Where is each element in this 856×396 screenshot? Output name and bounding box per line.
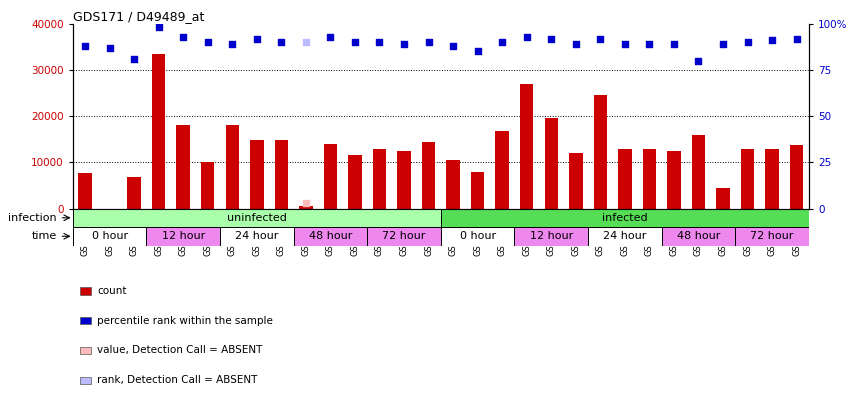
Point xyxy=(496,39,509,46)
Point xyxy=(740,39,754,46)
Point xyxy=(275,39,288,46)
Point xyxy=(397,41,411,47)
Text: 48 hour: 48 hour xyxy=(309,231,352,241)
Bar xyxy=(299,206,312,209)
Bar xyxy=(225,126,239,209)
Text: infection: infection xyxy=(8,213,56,223)
Text: time: time xyxy=(32,231,56,241)
Point xyxy=(790,35,804,42)
Bar xyxy=(78,173,92,209)
Bar xyxy=(514,227,588,246)
Bar xyxy=(422,142,436,209)
Bar xyxy=(128,177,141,209)
Text: 12 hour: 12 hour xyxy=(530,231,573,241)
Text: rank, Detection Call = ABSENT: rank, Detection Call = ABSENT xyxy=(97,375,258,385)
Point xyxy=(446,43,460,49)
Bar xyxy=(569,153,583,209)
Bar xyxy=(471,171,484,209)
Text: 24 hour: 24 hour xyxy=(603,231,646,241)
Text: 24 hour: 24 hour xyxy=(235,231,278,241)
Bar xyxy=(348,155,362,209)
Point xyxy=(692,57,705,64)
Bar xyxy=(324,144,337,209)
Text: 0 hour: 0 hour xyxy=(92,231,128,241)
Point xyxy=(250,35,264,42)
Bar xyxy=(152,54,165,209)
Bar xyxy=(220,227,294,246)
Point xyxy=(324,34,337,40)
Text: infected: infected xyxy=(602,213,648,223)
Point xyxy=(643,41,657,47)
Bar xyxy=(618,148,632,209)
Bar xyxy=(397,151,411,209)
Bar xyxy=(662,227,735,246)
Bar xyxy=(544,118,558,209)
Point xyxy=(299,200,312,206)
Text: 0 hour: 0 hour xyxy=(460,231,496,241)
Text: uninfected: uninfected xyxy=(227,213,287,223)
Point xyxy=(176,34,190,40)
Text: 72 hour: 72 hour xyxy=(751,231,794,241)
Bar xyxy=(740,148,754,209)
Point xyxy=(667,41,681,47)
Point xyxy=(201,39,215,46)
Bar xyxy=(80,377,91,384)
Bar xyxy=(667,151,681,209)
Text: percentile rank within the sample: percentile rank within the sample xyxy=(97,316,273,326)
Point xyxy=(299,39,312,46)
Bar xyxy=(80,317,91,324)
Point xyxy=(128,56,141,62)
Bar xyxy=(176,126,190,209)
Bar xyxy=(201,162,215,209)
Text: 12 hour: 12 hour xyxy=(162,231,205,241)
Text: count: count xyxy=(97,286,127,296)
Point xyxy=(152,24,165,30)
Point xyxy=(348,39,362,46)
Point xyxy=(593,35,607,42)
Point xyxy=(78,43,92,49)
Bar xyxy=(735,227,809,246)
Bar xyxy=(80,347,91,354)
Bar xyxy=(73,227,146,246)
Bar xyxy=(73,209,441,227)
Bar xyxy=(441,227,514,246)
Bar xyxy=(146,227,220,246)
Bar xyxy=(367,227,441,246)
Text: 72 hour: 72 hour xyxy=(383,231,425,241)
Point xyxy=(765,37,779,44)
Point xyxy=(569,41,583,47)
Bar xyxy=(765,148,779,209)
Point xyxy=(520,34,533,40)
Point xyxy=(716,41,730,47)
Point xyxy=(103,45,116,51)
Bar xyxy=(496,131,509,209)
Point xyxy=(225,41,239,47)
Bar xyxy=(80,287,91,295)
Point xyxy=(618,41,632,47)
Bar xyxy=(441,209,809,227)
Point xyxy=(422,39,436,46)
Bar xyxy=(294,227,367,246)
Point xyxy=(544,35,558,42)
Bar xyxy=(275,140,288,209)
Bar xyxy=(446,160,460,209)
Bar xyxy=(790,145,804,209)
Point xyxy=(471,48,484,55)
Bar xyxy=(588,227,662,246)
Text: value, Detection Call = ABSENT: value, Detection Call = ABSENT xyxy=(97,345,263,356)
Bar xyxy=(593,95,607,209)
Point xyxy=(372,39,386,46)
Bar xyxy=(643,148,657,209)
Bar xyxy=(520,84,533,209)
Text: 48 hour: 48 hour xyxy=(677,231,720,241)
Bar xyxy=(250,140,264,209)
Bar xyxy=(372,148,386,209)
Text: GDS171 / D49489_at: GDS171 / D49489_at xyxy=(73,10,204,23)
Bar xyxy=(716,188,730,209)
Bar xyxy=(692,135,705,209)
